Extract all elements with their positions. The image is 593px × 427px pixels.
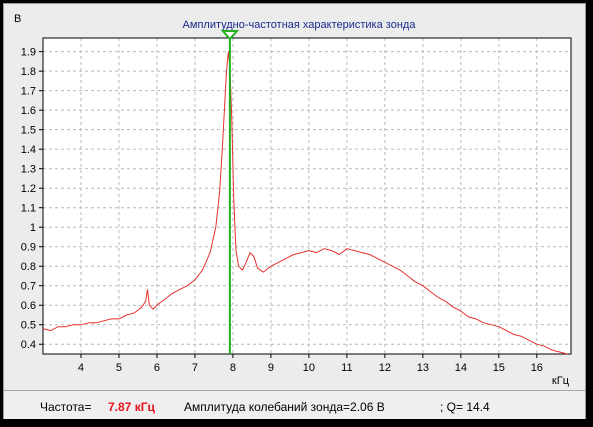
x-tick-label: 15 <box>493 362 505 374</box>
frequency-label: Частота= <box>40 400 92 414</box>
response-curve <box>42 51 568 355</box>
x-tick-label: 9 <box>268 362 274 374</box>
y-tick-label: 1.4 <box>21 144 36 156</box>
status-bar: Частота= 7.87 кГц Амплитуда колебаний зо… <box>4 390 585 419</box>
y-tick-label: 1.6 <box>21 105 36 117</box>
y-tick-label: 1.1 <box>21 203 36 215</box>
y-tick-label: 1.8 <box>21 66 36 78</box>
y-tick-label: 1.7 <box>21 86 36 98</box>
x-tick-label: 16 <box>531 362 543 374</box>
y-tick-label: 0.5 <box>21 320 36 332</box>
y-tick-label: 1.9 <box>21 47 36 59</box>
y-tick-label: 0.7 <box>21 281 36 293</box>
y-tick-label: 1 <box>30 222 36 234</box>
y-tick-label: 1.5 <box>21 125 36 137</box>
y-tick-label: 1.3 <box>21 164 36 176</box>
x-tick-label: 8 <box>230 362 236 374</box>
afc-window: 4 5 6 7 8 9 10 11 12 13 14 15 16 0.4 0.5 0.6 0.7 0.8 0.9 1 1… <box>3 3 586 419</box>
amplitude-readout: Амплитуда колебаний зонда=2.06 В <box>184 400 385 414</box>
chart-title: Амплитудно-частотная характеристика зонд… <box>183 19 417 31</box>
x-tick-label: 12 <box>379 362 391 374</box>
y-tick-label: 0.4 <box>21 339 36 351</box>
plot-area: 4 5 6 7 8 9 10 11 12 13 14 15 16 0.4 0.5 0.6 0.7 0.8 0.9 1 1… <box>4 4 587 388</box>
frequency-value: 7.87 кГц <box>108 400 155 414</box>
x-tick-label: 5 <box>116 362 122 374</box>
y-tick-label: 0.6 <box>21 300 36 312</box>
y-tick-label: 1.2 <box>21 183 36 195</box>
x-axis-label: кГц <box>552 375 570 387</box>
y-tick-label: 0.9 <box>21 242 36 254</box>
y-tick-label: 0.8 <box>21 261 36 273</box>
x-tick-label: 6 <box>154 362 160 374</box>
x-tick-label: 4 <box>78 362 84 374</box>
q-factor-readout: ; Q= 14.4 <box>440 400 490 414</box>
plot-frame <box>42 37 572 355</box>
x-tick-label: 10 <box>303 362 315 374</box>
x-tick-label: 14 <box>455 362 467 374</box>
plot-background <box>43 38 571 354</box>
afc-chart: 4 5 6 7 8 9 10 11 12 13 14 15 16 0.4 0.5 0.6 0.7 0.8 0.9 1 1… <box>14 13 572 387</box>
x-tick-label: 7 <box>192 362 198 374</box>
frequency-marker-handle <box>220 30 240 41</box>
y-axis-label: В <box>14 13 21 25</box>
x-tick-label: 11 <box>341 362 352 374</box>
x-tick-label: 13 <box>417 362 429 374</box>
